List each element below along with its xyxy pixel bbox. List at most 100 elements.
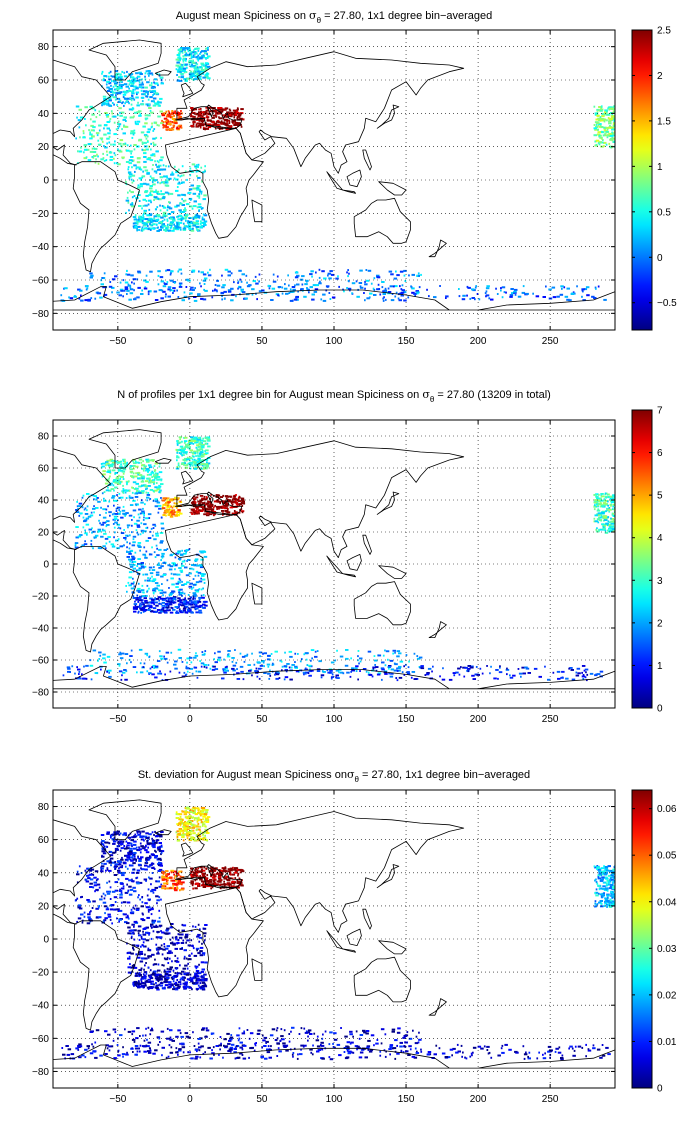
data-cell xyxy=(138,205,142,207)
data-cell xyxy=(188,585,192,588)
data-cell xyxy=(194,287,196,290)
data-cell xyxy=(199,448,204,451)
data-cell xyxy=(255,292,257,295)
data-cell xyxy=(232,109,237,112)
data-cell xyxy=(141,484,145,487)
data-cell xyxy=(127,166,130,169)
data-cell xyxy=(108,135,111,138)
data-cell xyxy=(420,273,422,276)
data-cell xyxy=(175,64,179,67)
data-cell xyxy=(192,192,197,195)
data-cell xyxy=(196,828,201,831)
colorbar-tick-label: 1 xyxy=(657,661,663,672)
data-cell xyxy=(111,469,116,472)
data-cell xyxy=(128,87,130,90)
data-cell xyxy=(331,296,336,299)
data-cell xyxy=(108,675,112,678)
data-cell xyxy=(570,669,574,671)
data-cell xyxy=(118,670,123,673)
data-cell xyxy=(196,175,198,178)
data-cell xyxy=(104,146,108,149)
data-cell xyxy=(120,80,122,83)
data-cell xyxy=(390,672,394,675)
data-cell xyxy=(234,499,237,502)
data-cell xyxy=(118,474,120,477)
data-cell xyxy=(179,125,182,128)
coastline-14 xyxy=(326,555,344,574)
data-cell xyxy=(218,128,221,130)
data-cell xyxy=(418,656,423,659)
data-cell xyxy=(474,298,476,301)
data-cell xyxy=(91,527,93,530)
data-cell xyxy=(311,298,315,301)
data-cell xyxy=(137,473,139,476)
chart-title: N of profiles per 1x1 degree bin for Aug… xyxy=(117,388,551,404)
data-cell xyxy=(159,76,164,79)
data-cell xyxy=(181,51,184,54)
data-cell xyxy=(575,671,578,674)
data-cell xyxy=(71,665,74,668)
data-cell xyxy=(167,223,169,226)
data-cell xyxy=(106,81,110,83)
data-cell xyxy=(104,112,108,114)
data-cell xyxy=(174,225,178,228)
data-cell xyxy=(153,538,157,541)
data-cell xyxy=(117,468,122,471)
data-cell xyxy=(96,292,99,295)
data-cell xyxy=(101,277,105,279)
data-cell xyxy=(199,502,201,505)
data-cell xyxy=(199,190,201,193)
data-cell xyxy=(357,659,359,662)
data-cell xyxy=(196,600,199,603)
data-cell xyxy=(122,505,125,508)
data-cell xyxy=(160,181,163,184)
data-cell xyxy=(372,287,375,290)
data-cell xyxy=(136,227,138,230)
data-cell xyxy=(178,514,180,517)
data-cell xyxy=(166,225,169,228)
data-cell xyxy=(108,484,112,486)
data-cell xyxy=(560,285,564,288)
data-cell xyxy=(153,465,156,467)
data-cell xyxy=(194,461,197,464)
data-cell xyxy=(439,285,441,287)
data-cell xyxy=(509,676,514,679)
y-tick-label: 20 xyxy=(38,142,50,153)
data-cell xyxy=(195,496,197,499)
data-cell xyxy=(210,508,215,511)
data-cell xyxy=(184,170,187,173)
data-cell xyxy=(117,149,122,152)
data-cell xyxy=(233,116,236,119)
data-cell xyxy=(87,515,92,518)
data-cell xyxy=(149,459,153,462)
data-cell xyxy=(144,600,146,603)
data-cell xyxy=(185,278,189,281)
data-cell xyxy=(207,113,212,116)
data-cell xyxy=(139,533,142,536)
data-cell xyxy=(368,674,373,676)
data-cell xyxy=(115,78,119,80)
data-cell xyxy=(92,151,97,153)
data-cell xyxy=(89,514,94,517)
data-cell xyxy=(228,113,232,116)
data-cell xyxy=(170,211,175,214)
data-cell xyxy=(342,672,345,675)
data-cell xyxy=(130,191,134,194)
data-cell xyxy=(351,292,353,295)
data-cell xyxy=(80,299,84,302)
data-cell xyxy=(236,112,240,114)
data-cell xyxy=(120,111,125,114)
data-cell xyxy=(116,494,118,496)
data-cell xyxy=(185,58,187,60)
data-cell xyxy=(184,448,186,450)
panel-2: N of profiles per 1x1 degree bin for Aug… xyxy=(32,388,663,725)
data-cell xyxy=(194,53,196,56)
data-cell xyxy=(237,281,239,284)
data-cell xyxy=(288,650,293,653)
data-cell xyxy=(582,290,584,293)
data-cell xyxy=(138,215,141,218)
data-cell xyxy=(183,826,187,828)
data-cell xyxy=(160,522,164,525)
data-cell xyxy=(130,79,135,82)
data-cell xyxy=(185,551,187,554)
